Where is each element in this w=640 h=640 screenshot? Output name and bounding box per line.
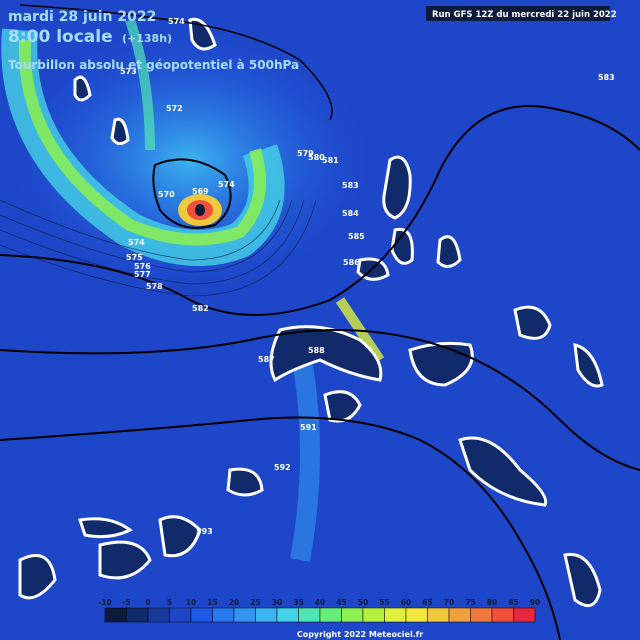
geopotential-contours [0,4,640,640]
colorbar-tick-label: 70 [444,598,454,607]
colorbar-tick-label: 85 [508,598,518,607]
contour-label: 574 [218,180,235,189]
colorbar-tick-label: 80 [487,598,497,607]
color-swatch [233,607,256,623]
contour-label: 570 [158,190,175,199]
colorbar-tick-label: 10 [186,598,196,607]
contour-label: 581 [322,156,339,165]
negative-vorticity-areas [18,17,604,608]
color-swatch [298,607,321,623]
colorbar-tick-label: 65 [422,598,432,607]
lead-time: (+138h) [122,32,172,45]
colorbar-tick-label: 75 [465,598,475,607]
color-swatch [255,607,278,623]
color-swatch [212,607,235,623]
contour-label: 584 [342,209,359,218]
color-swatch [104,607,127,623]
copyright: Copyright 2022 Meteociel.fr [297,630,423,639]
contour-label: 593 [196,527,213,536]
local-time: 8:00 locale [8,27,113,47]
contour-label: 583 [342,181,359,190]
color-swatch [319,607,342,623]
run-info: Run GFS 12Z du mercredi 22 juin 2022 [432,10,617,20]
contour-label: 576 [134,262,151,271]
subtitle: Tourbillon absolu et géopotentiel à 500h… [8,58,299,72]
colorbar-tick-label: 40 [315,598,325,607]
color-swatch [147,607,170,623]
color-swatch [427,607,450,623]
colorbar-tick-label: 35 [293,598,303,607]
color-swatch [362,607,385,623]
contour-label: 575 [126,253,143,262]
contour-label: 583 [598,73,615,82]
colorbar-tick-label: 0 [145,598,150,607]
color-swatch [384,607,407,623]
contour-label: 587 [258,355,275,364]
colorbar-tick-label: 55 [379,598,389,607]
contour-label: 577 [134,270,151,279]
colorbar-tick-label: 25 [250,598,260,607]
color-swatch [126,607,149,623]
color-swatch [276,607,299,623]
color-swatch [513,607,536,623]
geopotential-thin-contours [0,199,317,297]
colorbar-tick-label: 20 [229,598,239,607]
colorbar-tick-label: 30 [272,598,282,607]
contour-label: 586 [343,258,360,267]
colorbar-tick-label: 90 [530,598,540,607]
contour-label: 582 [192,304,209,313]
title-block: mardi 28 juin 2022 8:00 locale (+138h) T… [8,9,299,72]
color-swatch [190,607,213,623]
colorbar-tick-label: 5 [167,598,172,607]
colorbar-tick-label: 60 [401,598,411,607]
contour-label: 572 [166,104,183,113]
contour-label: 574 [128,238,145,247]
contour-label: 574 [168,17,185,26]
contour-label: 588 [308,346,325,355]
run-box [426,6,610,21]
colorbar-tick-label: -5 [122,598,130,607]
colorbar: -10 -5 0 5 10 15 20 25 30 35 40 45 50 55 60 65 70 75 80 85 9… [98,598,540,623]
contour-label: 578 [146,282,163,291]
color-swatch [448,607,471,623]
colorbar-tick-label: 50 [358,598,368,607]
contour-label: 580 [308,153,325,162]
color-swatch [341,607,364,623]
contour-label: 592 [274,463,291,472]
colorbar-tick-label: -10 [98,598,112,607]
contour-label: 573 [120,67,137,76]
date: mardi 28 juin 2022 [8,9,156,25]
colorbar-tick-label: 15 [207,598,217,607]
colorbar-tick-label: 45 [336,598,346,607]
contour-label: 585 [348,232,365,241]
color-swatch [491,607,514,623]
color-swatch [470,607,493,623]
contour-label: 579 [297,149,314,158]
contour-label: 591 [300,423,317,432]
contour-label: 569 [192,187,209,196]
color-swatch [405,607,428,623]
color-swatch [169,607,192,623]
